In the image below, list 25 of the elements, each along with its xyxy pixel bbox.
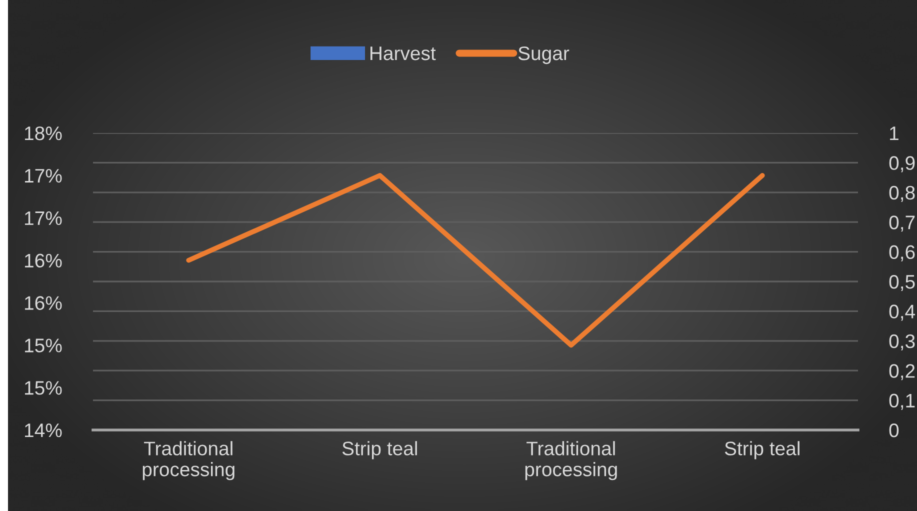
y-tick-label: 17%	[25, 211, 62, 226]
y2-tick-label: 1	[890, 126, 898, 140]
y2-tick-label: 0,3	[889, 334, 915, 350]
y-tick-label: 15%	[25, 338, 62, 352]
y-tick-label: 17%	[25, 168, 62, 183]
y2-tick-label: 0,8	[889, 186, 915, 202]
x-tick-label: Strip teal	[724, 441, 800, 460]
y-tick-label: 18%	[25, 126, 62, 140]
x-tick-label: Strip teal	[342, 441, 417, 460]
x-tick-label: Traditional processing	[142, 441, 234, 480]
y2-tick-label: 0,1	[889, 394, 915, 410]
y-tick-label: 14%	[25, 424, 62, 438]
legend-label: Sugar	[518, 46, 570, 64]
y2-tick-label: 0,7	[889, 216, 915, 232]
y-tick-label: 15%	[25, 381, 62, 395]
x-tick-label: Traditional processing	[525, 441, 617, 480]
legend-label: Harvest	[370, 46, 436, 60]
y2-tick-label: 0,2	[889, 364, 915, 380]
y2-tick-label: 0,9	[889, 156, 915, 172]
y-tick-label: 16%	[25, 254, 62, 268]
y2-tick-label: 0,5	[889, 274, 915, 292]
y-tick-label: 16%	[25, 296, 62, 310]
y2-tick-label: 0	[889, 423, 899, 438]
y2-tick-label: 0,6	[889, 245, 915, 262]
y2-tick-label: 0,4	[889, 304, 916, 321]
